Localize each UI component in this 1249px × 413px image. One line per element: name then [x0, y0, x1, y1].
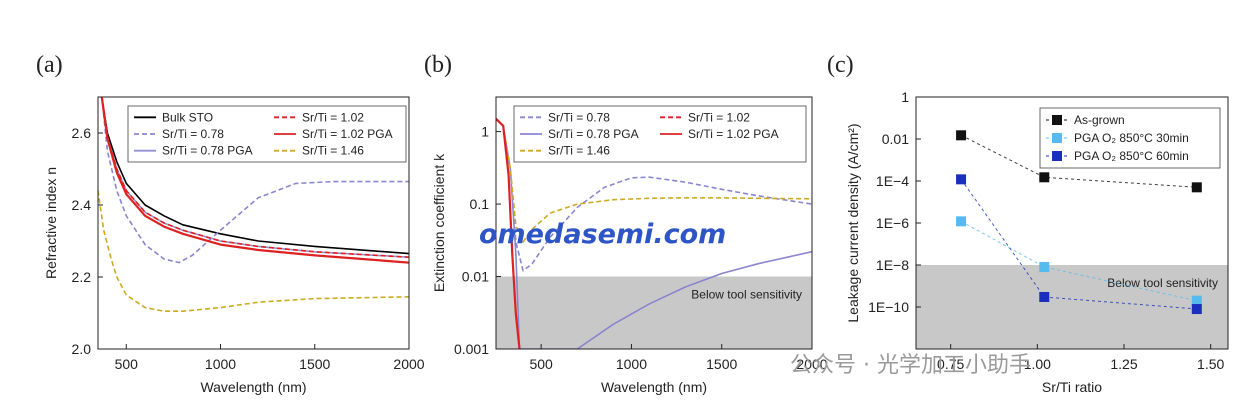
y-tick-label-b-0: 0.001 [454, 341, 489, 357]
legend-a: Bulk STO Sr/Ti = 0.78 Sr/Ti = 0.78 PGA Sr/T… [127, 105, 407, 163]
watermark-secondary: 公众号 · 光学加工小助手 [790, 353, 1031, 378]
data-point-c-0-0 [956, 130, 967, 141]
legend-c: As-grown PGA O₂ 850°C 30min PGA O₂ 850°C 6… [1039, 107, 1221, 169]
legend-marker-c-1 [1052, 133, 1062, 143]
y-axis-label-b: Extinction coefficient k [431, 153, 447, 292]
y-tick-label-c-0: 1E−10 [868, 299, 909, 315]
below-sensitivity-label: Below tool sensitivity [1107, 276, 1218, 290]
y-tick-label-a-3: 2.6 [72, 125, 92, 141]
plot-frame-a [97, 96, 410, 350]
y-tick-label-c-3: 1E−4 [876, 173, 909, 189]
data-point-c-1-1 [1039, 262, 1050, 273]
legend-text-b-4: Sr/Ti = 1.02 PGA [688, 127, 779, 141]
x-tick-label-c-0: 0.75 [937, 356, 964, 372]
x-tick-label-c-2: 1.25 [1110, 356, 1137, 372]
panel-c-letter: (c) [827, 52, 854, 78]
x-axis-label-a: Wavelength (nm) [200, 379, 306, 395]
x-tick-label-b-3: 2000 [796, 356, 827, 372]
series-line-a-0 [101, 97, 409, 255]
y-tick-label-c-1: 1E−8 [876, 257, 909, 273]
plot-area-a [98, 97, 409, 313]
y-tick-label-c-5: 1 [901, 89, 909, 105]
y-tick-label-c-2: 1E−6 [876, 215, 909, 231]
legend-text-a-5: Sr/Ti = 1.46 [302, 144, 364, 158]
x-axis-label-b: Wavelength (nm) [601, 379, 707, 395]
legend-text-a-4: Sr/Ti = 1.02 PGA [302, 127, 393, 141]
panel-b-extinction-coefficient: Below tool sensitivity 500 1000 1500 2000 0.0… [431, 96, 828, 395]
series-line-c-0 [960, 134, 1197, 188]
data-point-c-0-2 [1191, 182, 1202, 193]
y-axis-label-a: Refractive index n [43, 167, 59, 279]
plot-frame-b [495, 96, 813, 350]
x-axis-label-c: Sr/Ti ratio [1042, 379, 1102, 395]
panel-a-letter: (a) [36, 52, 63, 78]
data-point-c-1-2 [1191, 295, 1202, 306]
legend-text-c-1: PGA O₂ 850°C 30min [1074, 131, 1189, 145]
plot-area-b [496, 118, 812, 349]
data-point-c-2-1 [1039, 291, 1050, 302]
watermark-main: omedasemi.com [479, 219, 726, 250]
data-point-c-2-0 [956, 174, 967, 185]
legend-marker-c-0 [1052, 115, 1062, 125]
y-axis-label-c: Leakage current density (A/cm²) [845, 123, 861, 322]
x-tick-label-a-1: 1000 [205, 356, 236, 372]
y-tick-label-a-2: 2.4 [72, 197, 92, 213]
legend-text-b-2: Sr/Ti = 1.46 [548, 144, 610, 158]
x-tick-label-c-3: 1.50 [1197, 356, 1224, 372]
x-tick-label-a-3: 2000 [393, 356, 424, 372]
x-tick-label-c-1: 1.00 [1024, 356, 1051, 372]
below-sensitivity-label: Below tool sensitivity [691, 288, 802, 302]
legend-box-c [1039, 107, 1221, 169]
legend-box-a [127, 105, 407, 163]
legend-text-a-2: Sr/Ti = 0.78 PGA [162, 144, 253, 158]
series-line-a-4 [100, 97, 409, 264]
legend-text-a-3: Sr/Ti = 1.02 [302, 110, 364, 124]
y-tick-label-b-1: 0.01 [462, 269, 489, 285]
legend-text-b-0: Sr/Ti = 0.78 [548, 110, 610, 124]
data-point-c-1-0 [956, 216, 967, 227]
legend-text-c-0: As-grown [1074, 113, 1125, 127]
data-point-c-2-2 [1191, 304, 1202, 315]
legend-text-a-1: Sr/Ti = 0.78 [162, 127, 224, 141]
x-tick-label-a-2: 1500 [299, 356, 330, 372]
legend-marker-c-2 [1052, 151, 1062, 161]
series-line-a-3 [101, 97, 409, 258]
legend-text-b-1: Sr/Ti = 0.78 PGA [548, 127, 639, 141]
y-tick-label-a-1: 2.2 [72, 269, 92, 285]
series-line-b-1 [496, 118, 812, 349]
data-point-c-0-1 [1039, 172, 1050, 183]
x-tick-label-b-0: 500 [529, 356, 553, 372]
series-line-c-1 [960, 220, 1197, 302]
panel-b-letter: (b) [424, 52, 452, 78]
y-tick-label-c-4: 0.01 [882, 131, 909, 147]
x-tick-label-a-0: 500 [115, 356, 139, 372]
legend-b: Sr/Ti = 0.78 Sr/Ti = 0.78 PGA Sr/Ti = 1.46… [513, 105, 807, 163]
legend-text-b-3: Sr/Ti = 1.02 [688, 110, 750, 124]
panel-c-leakage-current: Below tool sensitivity 0.75 1.00 1.25 1.50 1E… [845, 89, 1229, 395]
y-tick-label-a-0: 2.0 [72, 341, 92, 357]
series-line-a-5 [98, 190, 409, 313]
series-line-b-0 [496, 118, 812, 272]
series-line-a-1 [101, 97, 409, 264]
x-tick-label-b-2: 1500 [706, 356, 737, 372]
x-tick-label-b-1: 1000 [616, 356, 647, 372]
y-tick-label-b-3: 1 [481, 124, 489, 140]
series-line-b-4 [496, 118, 521, 349]
y-tick-label-b-2: 0.1 [470, 196, 490, 212]
panel-a-refractive-index: 500 1000 1500 2000 2.0 2.2 2.4 2.6 Wavelength (n… [43, 96, 425, 395]
legend-text-a-0: Bulk STO [162, 110, 213, 124]
below-sensitivity-region [496, 276, 812, 349]
legend-text-c-2: PGA O₂ 850°C 60min [1074, 149, 1189, 163]
